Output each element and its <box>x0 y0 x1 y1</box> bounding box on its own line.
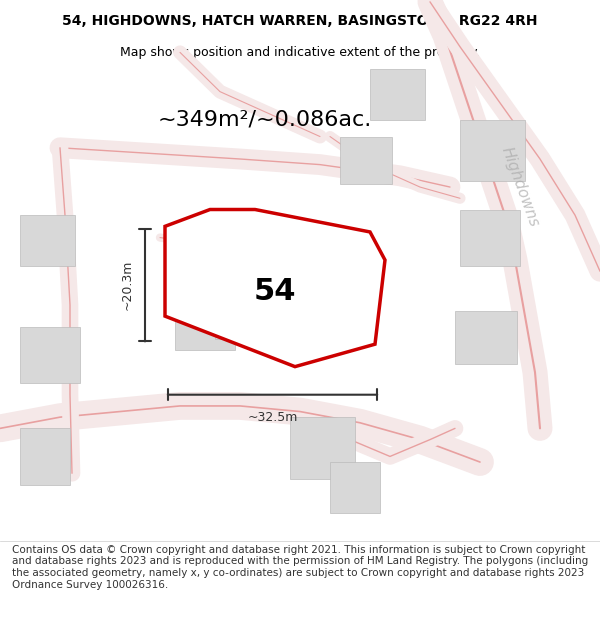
Polygon shape <box>215 282 280 339</box>
Text: 54: 54 <box>254 277 296 306</box>
Polygon shape <box>460 120 525 181</box>
Polygon shape <box>20 215 75 266</box>
Text: Highdowns: Highdowns <box>499 145 541 229</box>
Polygon shape <box>340 136 392 184</box>
Polygon shape <box>460 209 520 266</box>
Polygon shape <box>370 69 425 120</box>
Polygon shape <box>455 311 517 364</box>
Polygon shape <box>20 328 80 384</box>
Text: ~349m²/~0.086ac.: ~349m²/~0.086ac. <box>158 110 372 130</box>
Text: ~20.3m: ~20.3m <box>121 260 133 311</box>
Polygon shape <box>165 209 385 367</box>
Text: 54, HIGHDOWNS, HATCH WARREN, BASINGSTOKE, RG22 4RH: 54, HIGHDOWNS, HATCH WARREN, BASINGSTOKE… <box>62 14 538 28</box>
Text: Map shows position and indicative extent of the property.: Map shows position and indicative extent… <box>120 46 480 59</box>
Polygon shape <box>20 428 70 484</box>
Polygon shape <box>330 462 380 512</box>
Polygon shape <box>290 417 355 479</box>
Text: ~32.5m: ~32.5m <box>247 411 298 424</box>
Polygon shape <box>175 288 235 350</box>
Text: Contains OS data © Crown copyright and database right 2021. This information is : Contains OS data © Crown copyright and d… <box>12 545 588 589</box>
